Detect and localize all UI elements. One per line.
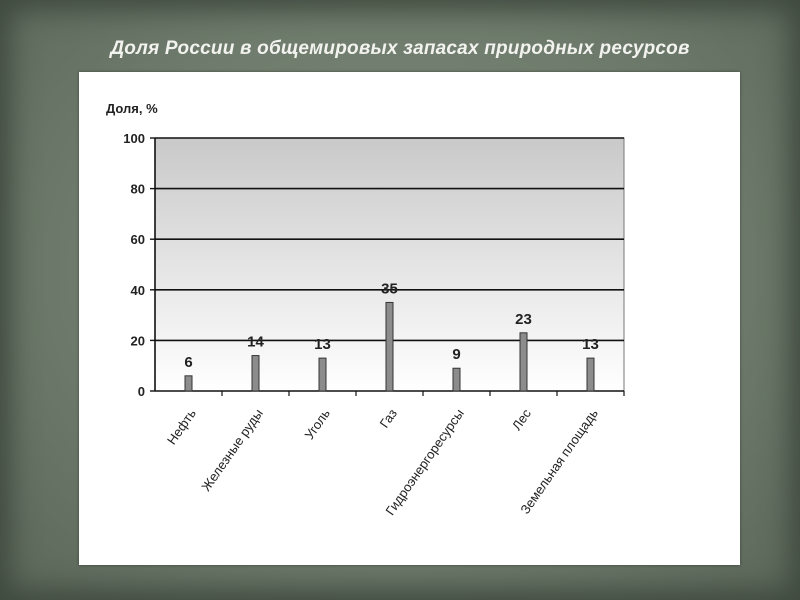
x-tick-label: Гидроэнергоресурсы <box>382 406 467 518</box>
y-tick-label: 20 <box>131 333 145 348</box>
y-tick-label: 0 <box>138 384 145 399</box>
chart-panel: Доля, % 0 20 40 60 80 100 6 Нефть 14 Железные руд… <box>79 72 740 565</box>
bar <box>318 357 327 392</box>
data-label: 23 <box>515 311 532 328</box>
bar <box>385 301 394 392</box>
y-tick-label: 100 <box>123 131 145 146</box>
bar <box>586 357 595 392</box>
x-tick-label: Уголь <box>301 406 333 442</box>
data-label: 14 <box>247 334 264 351</box>
data-label: 13 <box>314 336 331 353</box>
x-tick-label: Железные руды <box>198 406 266 494</box>
data-label: 6 <box>184 354 192 371</box>
y-tick-label: 80 <box>131 182 145 197</box>
x-tick-label: Нефть <box>164 406 199 447</box>
x-tick-label: Земельная площадь <box>517 406 601 517</box>
bar <box>519 332 528 392</box>
data-label: 13 <box>582 336 599 353</box>
y-tick-label: 40 <box>131 283 145 298</box>
y-axis-label: Доля, % <box>106 101 158 116</box>
slide-title: Доля России в общемировых запасах природ… <box>110 38 690 59</box>
bar-chart: Доля, % 0 20 40 60 80 100 6 Нефть 14 Железные руд… <box>106 101 625 518</box>
bar <box>251 355 260 392</box>
x-tick-label: Газ <box>377 406 400 430</box>
data-label: 35 <box>381 280 398 297</box>
y-tick-label: 60 <box>131 232 145 247</box>
bar <box>452 367 461 392</box>
bar <box>184 375 193 392</box>
x-tick-label: Лес <box>509 406 534 433</box>
data-label: 9 <box>452 346 460 363</box>
